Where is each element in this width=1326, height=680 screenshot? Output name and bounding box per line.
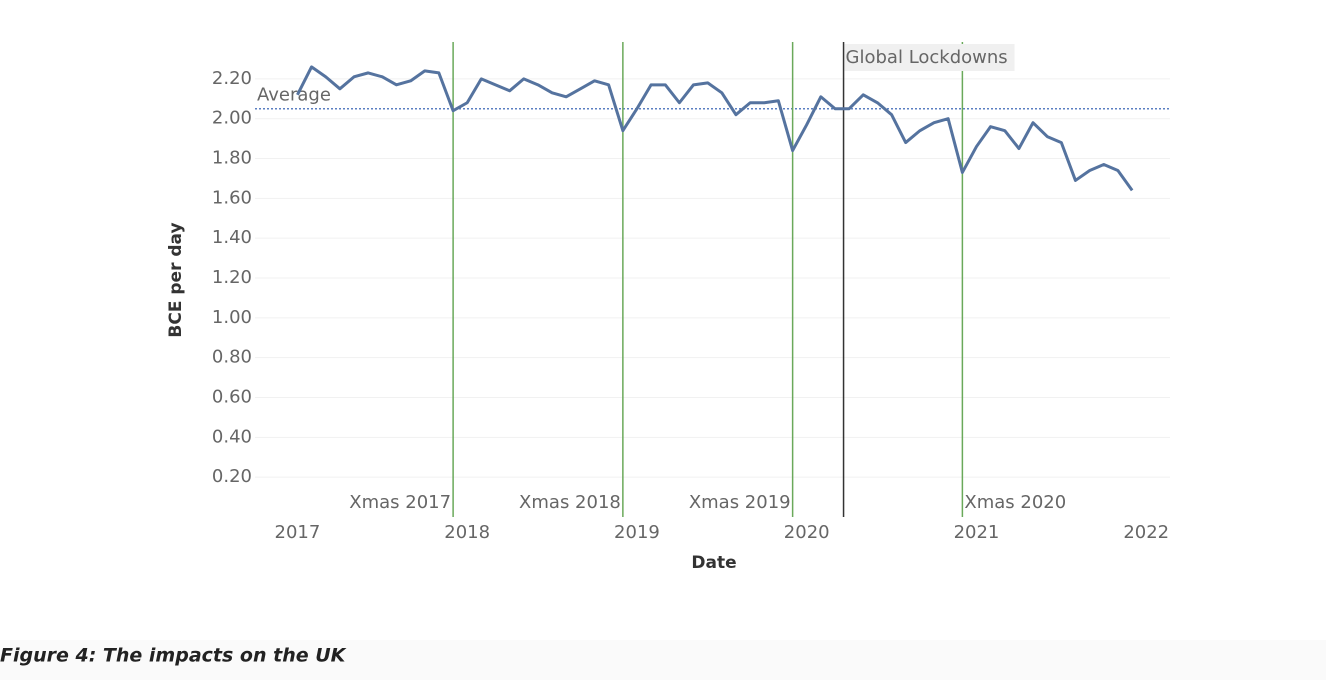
y-tick-label: 1.40	[212, 227, 252, 248]
y-tick-label: 1.00	[212, 307, 252, 328]
event-label: Xmas 2019	[689, 492, 791, 513]
x-axis-title: Date	[691, 553, 736, 573]
y-tick-label: 2.20	[212, 68, 252, 89]
caption: Figure 4: The impacts on the UK	[0, 645, 347, 667]
average-label: Average	[257, 85, 331, 106]
x-tick-label: 2017	[275, 522, 321, 543]
y-tick-label: 0.60	[212, 387, 252, 408]
y-tick-label: 0.20	[212, 466, 252, 487]
lockdown-label: Global Lockdowns	[846, 47, 1008, 68]
x-tick-label: 2018	[444, 522, 490, 543]
y-tick-label: 1.80	[212, 148, 252, 169]
y-tick-label: 0.80	[212, 347, 252, 368]
x-tick-label: 2020	[784, 522, 830, 543]
y-axis-title: BCE per day	[166, 222, 186, 337]
y-tick-label: 1.20	[212, 267, 252, 288]
x-tick-label: 2019	[614, 522, 660, 543]
lockdown-label-bg	[844, 44, 1015, 71]
x-tick-label: 2022	[1123, 522, 1169, 543]
x-tick-label: 2021	[954, 522, 1000, 543]
event-label: Xmas 2017	[349, 492, 451, 513]
y-tick-label: 2.00	[212, 108, 252, 129]
y-tick-label: 0.40	[212, 426, 252, 447]
event-label: Xmas 2020	[964, 492, 1066, 513]
data-line	[296, 65, 1134, 192]
caption-band	[0, 640, 1326, 680]
y-tick-label: 1.60	[212, 187, 252, 208]
event-label: Xmas 2018	[519, 492, 621, 513]
